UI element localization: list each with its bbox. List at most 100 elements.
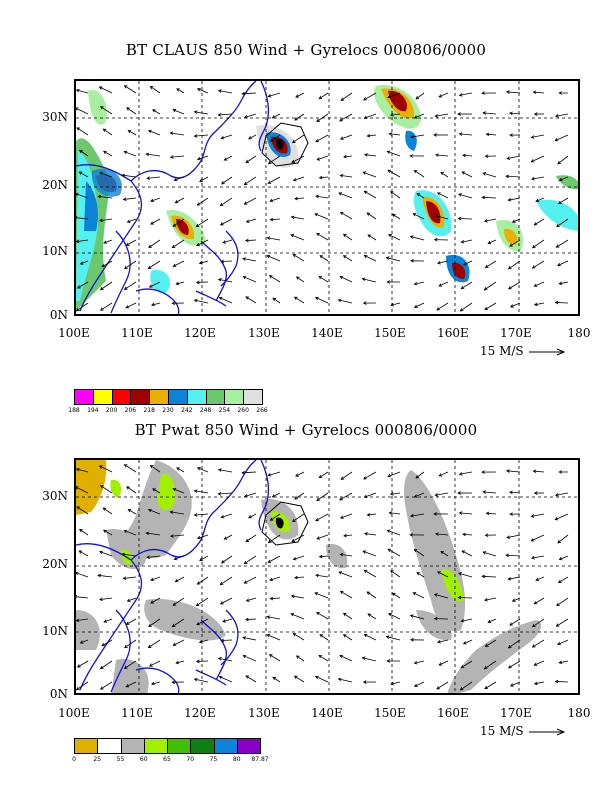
- wind-vector-head: [102, 507, 107, 511]
- wind-vector-head: [175, 660, 180, 665]
- wind-vector-head: [509, 683, 514, 687]
- wind-vector: [366, 212, 377, 220]
- wind-vector: [531, 534, 545, 542]
- wind-vector: [315, 676, 329, 683]
- wind-vector: [532, 618, 545, 628]
- wind-vector: [533, 470, 545, 473]
- wind-vector: [531, 176, 545, 180]
- wind-vector-head: [364, 153, 368, 157]
- coast-mainland: [76, 543, 143, 691]
- wind-vector-head: [342, 233, 347, 238]
- wind-vector: [559, 176, 569, 181]
- wind-vector: [194, 134, 209, 137]
- wind-vector-head: [556, 223, 560, 228]
- wind-vector-head: [269, 138, 274, 142]
- wind-vector: [413, 213, 425, 220]
- wind-vector-head: [123, 665, 128, 669]
- wind-vector-head: [318, 654, 323, 659]
- wind-vector-head: [433, 512, 437, 516]
- wind-vector: [124, 151, 137, 157]
- wind-vector-head: [314, 675, 319, 680]
- wind-vector: [294, 576, 305, 579]
- wind-vector: [459, 512, 473, 515]
- wind-vector: [77, 281, 89, 289]
- wind-vector: [559, 281, 569, 285]
- wind-vector: [219, 297, 233, 304]
- wind-vector-head: [483, 666, 488, 670]
- wind-vector-head: [339, 497, 343, 501]
- wind-vector-head: [125, 684, 130, 688]
- wind-vector: [532, 260, 545, 269]
- wind-vector: [436, 302, 449, 311]
- wind-vector-head: [244, 238, 249, 243]
- wind-vector-head: [339, 654, 344, 659]
- wind-vector: [123, 576, 137, 579]
- wind-vector: [440, 172, 449, 178]
- wind-vector: [266, 255, 281, 262]
- wind-vector-head: [79, 528, 83, 533]
- wind-vector-head: [413, 660, 418, 665]
- wind-vector-head: [533, 302, 538, 307]
- wind-vector: [316, 534, 329, 540]
- wind-vector-head: [218, 296, 223, 301]
- wind-vector: [268, 471, 281, 476]
- wind-vector-head: [388, 511, 393, 515]
- wind-vector: [461, 660, 473, 669]
- wind-vector: [556, 239, 569, 248]
- wind-vector: [98, 574, 113, 578]
- wind-vector: [248, 513, 257, 519]
- panel2-vector-scale: 15 M/S: [480, 724, 567, 738]
- panel1-colorbar-swatch: [92, 389, 113, 405]
- wind-vector-head: [507, 197, 512, 202]
- wind-vector-head: [266, 615, 271, 619]
- wind-vector-head: [533, 601, 538, 605]
- wind-vector: [76, 506, 89, 515]
- wind-vector-head: [173, 177, 178, 182]
- wind-vector-head: [530, 159, 535, 163]
- wind-vector-head: [123, 150, 128, 155]
- wind-vector: [173, 639, 185, 646]
- wind-vector: [463, 533, 473, 536]
- wind-vector-head: [315, 517, 319, 522]
- wind-vector-head: [532, 469, 537, 474]
- wind-vector-head: [557, 641, 561, 646]
- panel1-cloud-shading: [76, 85, 578, 311]
- panel1-coastlines: [76, 81, 270, 314]
- wind-vector-head: [76, 506, 80, 510]
- wind-vector-head: [433, 593, 438, 597]
- wind-vector: [197, 197, 209, 206]
- wind-vector-head: [221, 560, 225, 564]
- wind-vector-head: [366, 133, 371, 138]
- panel1-colorbar-tick: 200: [105, 407, 118, 414]
- wind-vector-head: [318, 554, 323, 559]
- wind-vector-head: [196, 467, 201, 471]
- wind-vector: [197, 576, 209, 585]
- wind-vector: [290, 613, 305, 620]
- wind-vector: [315, 195, 329, 199]
- wind-vector-head: [76, 686, 80, 691]
- wind-vector-head: [461, 171, 466, 175]
- wind-vector-head: [290, 233, 295, 238]
- wind-vector: [176, 467, 185, 473]
- wind-vector-head: [266, 236, 271, 240]
- wind-vector: [267, 237, 281, 241]
- wind-vector: [531, 513, 545, 517]
- wind-vector: [458, 193, 473, 199]
- wind-vector-head: [126, 486, 130, 490]
- wind-vector: [362, 171, 377, 178]
- panel1-lon-label-170e: 170E: [500, 326, 532, 340]
- wind-vector: [221, 639, 233, 641]
- wind-vector: [440, 551, 449, 557]
- wind-vector: [148, 130, 161, 136]
- wind-vector-head: [436, 571, 441, 575]
- wind-vector: [510, 681, 521, 687]
- wind-vector: [173, 488, 185, 494]
- wind-vector-head: [293, 675, 298, 679]
- wind-vector-head: [390, 570, 394, 574]
- coast-south-china: [130, 509, 217, 561]
- wind-vector-head: [481, 91, 485, 95]
- wind-vector: [194, 678, 209, 683]
- wind-vector: [196, 597, 209, 607]
- wind-vector-head: [362, 680, 367, 684]
- coast-philippines-west: [200, 619, 227, 681]
